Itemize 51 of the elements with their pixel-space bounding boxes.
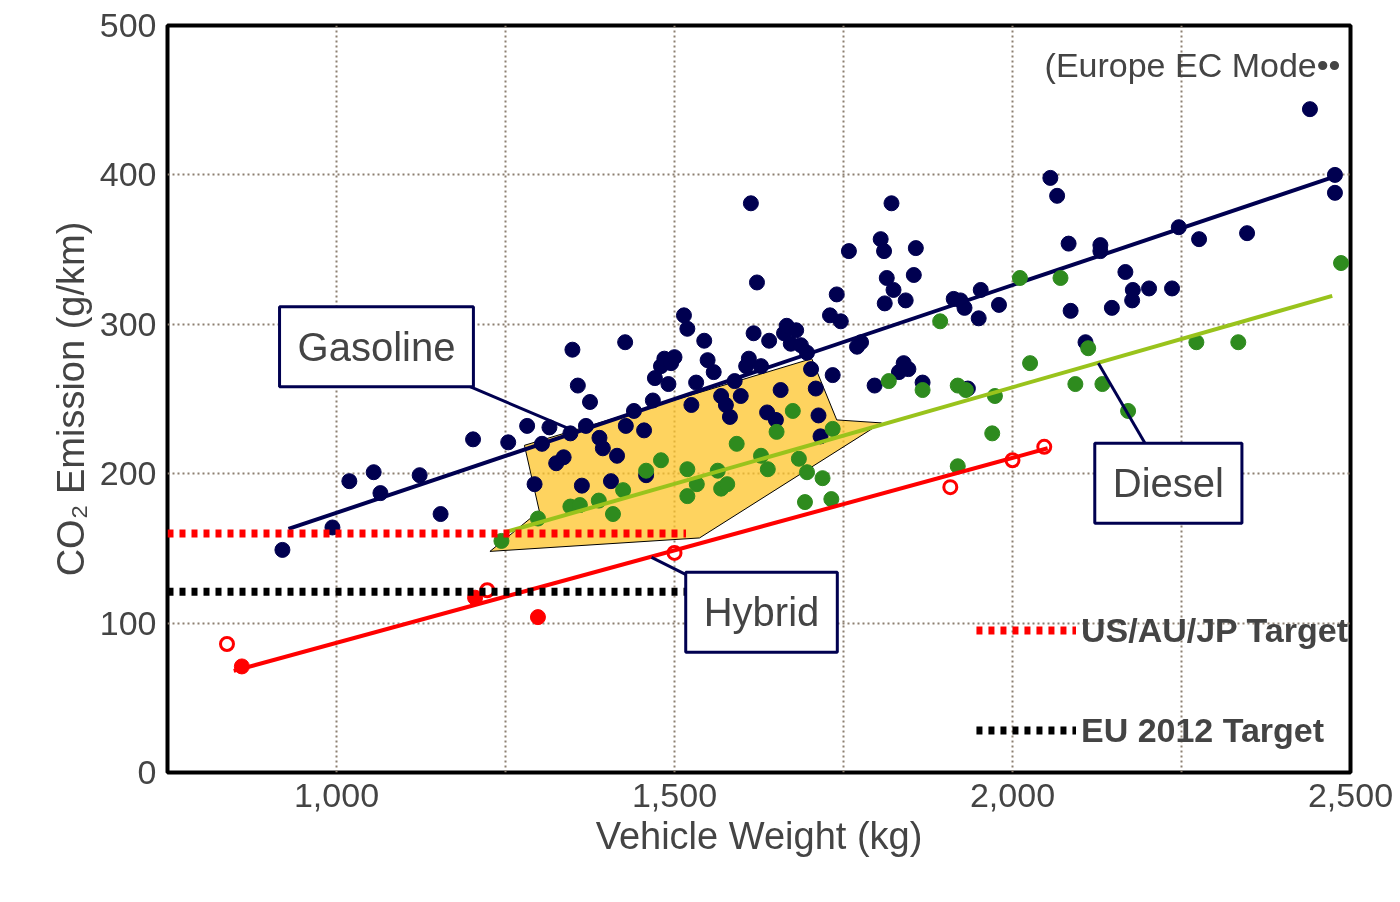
x-tick-label: 1,000 [293,775,380,814]
annotation: (Europe EC Mode•• [1044,45,1341,84]
point [728,435,745,452]
point [880,373,897,390]
point [823,491,840,508]
point [814,470,831,487]
point [679,488,696,505]
point [796,494,813,511]
y-axis-title: CO₂ Emission (g/km) [49,221,92,577]
x-axis-title: Vehicle Weight (kg) [595,814,923,857]
point [768,423,785,440]
point [914,382,931,399]
point [719,476,736,493]
point [1080,340,1097,357]
y-tick-label: 0 [137,753,157,791]
point [679,461,696,478]
point [1094,376,1111,393]
point [759,461,776,478]
point [529,609,546,626]
point [1333,255,1350,272]
x-tick-label: 2,000 [969,775,1056,814]
point [493,532,510,549]
point [218,636,235,652]
point [790,450,807,467]
x-tick-label: 1,500 [631,775,718,814]
point [652,452,669,469]
point [1230,334,1247,351]
point [984,425,1001,442]
y-tick-label: 400 [99,155,157,194]
annotation: Hybrid [703,590,820,635]
point [824,420,841,437]
y-tick-label: 500 [99,6,157,44]
point [932,313,949,330]
point [1052,270,1069,286]
point [615,482,632,499]
annotation: Diesel [1112,461,1224,506]
point [1022,355,1039,372]
y-tick-label: 200 [99,454,157,493]
legend-label: US/AU/JP Target [1080,609,1348,651]
point [784,402,801,419]
point [604,506,621,523]
point [1011,270,1028,286]
legend-label: EU 2012 Target [1080,709,1325,751]
point [1067,376,1084,393]
point [638,462,655,479]
x-tick-label: 2,500 [1307,775,1394,814]
point [942,479,959,496]
point [799,464,815,481]
annotation: Gasoline [297,324,456,369]
y-tick-label: 100 [99,603,157,642]
y-tick-label: 300 [99,304,157,343]
